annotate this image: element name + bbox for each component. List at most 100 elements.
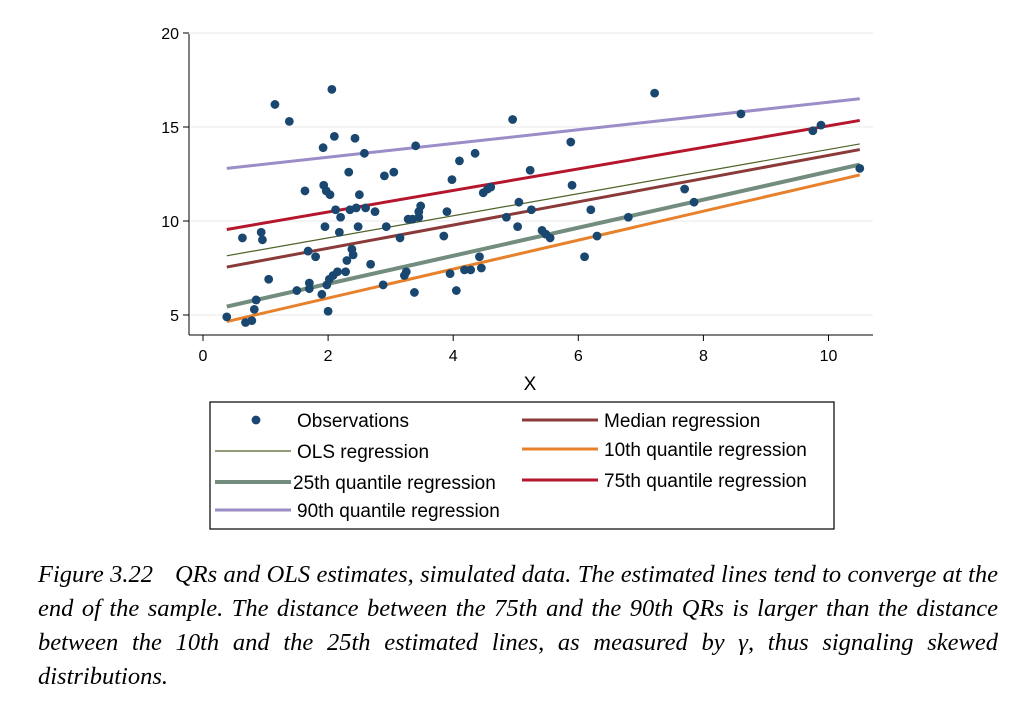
observation-point-96 bbox=[855, 163, 865, 173]
observation-point-3 bbox=[247, 316, 257, 326]
observation-point-84 bbox=[566, 137, 576, 147]
observation-point-61 bbox=[439, 231, 449, 241]
observation-point-29 bbox=[331, 205, 341, 215]
observation-point-4 bbox=[249, 304, 259, 314]
legend-box bbox=[209, 401, 835, 530]
observation-point-46 bbox=[370, 207, 380, 217]
observation-point-5 bbox=[251, 295, 261, 305]
observation-point-6 bbox=[256, 227, 266, 237]
observation-point-31 bbox=[334, 227, 344, 237]
observation-point-66 bbox=[455, 156, 464, 166]
x-tick-label-2: 2 bbox=[324, 348, 333, 365]
observation-point-34 bbox=[342, 256, 352, 265]
observation-point-13 bbox=[303, 246, 313, 256]
observation-point-8 bbox=[264, 274, 274, 284]
observation-point-0 bbox=[222, 312, 232, 322]
ols-regression-line bbox=[226, 143, 860, 257]
observation-point-23 bbox=[323, 306, 333, 316]
observation-point-63 bbox=[445, 269, 455, 279]
observation-point-39 bbox=[350, 133, 360, 143]
observation-point-85 bbox=[567, 180, 577, 190]
observation-point-51 bbox=[395, 233, 405, 243]
observation-point-7 bbox=[258, 235, 267, 245]
observation-point-93 bbox=[736, 109, 746, 119]
observation-point-44 bbox=[361, 203, 371, 213]
observation-point-87 bbox=[586, 205, 596, 215]
observation-point-9 bbox=[270, 100, 280, 109]
y-tick-label-15: 15 bbox=[161, 120, 179, 137]
observation-point-91 bbox=[680, 184, 690, 194]
legend: Observations Median regression OLS regress… bbox=[209, 401, 835, 530]
legend-label-observations: Observations bbox=[297, 411, 409, 432]
observation-point-42 bbox=[354, 190, 364, 200]
observation-point-90 bbox=[650, 88, 660, 98]
observation-point-43 bbox=[359, 148, 369, 158]
observation-point-10 bbox=[284, 116, 294, 126]
observation-point-76 bbox=[508, 115, 518, 124]
figure-caption: Figure 3.22 QRs and OLS estimates, simula… bbox=[38, 558, 998, 694]
median-regression-line bbox=[226, 148, 861, 269]
observation-point-45 bbox=[366, 259, 376, 269]
observation-point-48 bbox=[379, 171, 389, 181]
observation-point-26 bbox=[327, 85, 337, 94]
legend-label-25th-quantile-regression: 25th quantile regression bbox=[293, 473, 496, 494]
legend-label-90th-quantile-regression: 90th quantile regression bbox=[297, 501, 500, 522]
observation-point-50 bbox=[389, 167, 399, 177]
observation-point-47 bbox=[378, 280, 388, 290]
observation-point-41 bbox=[353, 222, 363, 232]
legend-label-75th-quantile-regression: 75th quantile regression bbox=[604, 471, 807, 492]
observation-point-1 bbox=[238, 233, 247, 243]
observation-point-60 bbox=[416, 201, 426, 211]
x-tick-label-10: 10 bbox=[820, 348, 838, 365]
legend-marker-observations bbox=[251, 415, 261, 425]
observation-point-25 bbox=[325, 190, 335, 200]
observation-point-86 bbox=[580, 252, 589, 262]
90th-quantile-regression-line bbox=[226, 97, 860, 170]
observation-point-67 bbox=[460, 265, 469, 275]
observation-point-89 bbox=[623, 212, 633, 222]
observation-point-56 bbox=[410, 288, 419, 297]
observation-point-62 bbox=[442, 207, 452, 217]
observation-points bbox=[222, 85, 865, 327]
observation-point-12 bbox=[300, 186, 310, 196]
observation-point-71 bbox=[476, 263, 486, 273]
observation-point-65 bbox=[451, 286, 461, 295]
observation-point-53 bbox=[401, 267, 411, 277]
observation-point-17 bbox=[317, 289, 327, 299]
observation-point-32 bbox=[336, 212, 346, 222]
x-axis-label: X bbox=[524, 374, 537, 395]
observation-point-92 bbox=[689, 197, 699, 207]
figure-number: Figure 3.22 bbox=[38, 561, 153, 588]
observation-point-28 bbox=[329, 132, 339, 141]
observation-point-33 bbox=[341, 267, 351, 277]
observation-point-18 bbox=[318, 143, 328, 153]
observation-point-77 bbox=[513, 222, 523, 232]
x-tick-label-0: 0 bbox=[199, 348, 208, 365]
axes: 5 10 15 20 0 2 4 6 8 10 bbox=[161, 26, 873, 365]
observation-point-49 bbox=[381, 222, 391, 232]
observation-point-78 bbox=[514, 197, 524, 207]
observation-point-30 bbox=[333, 267, 342, 277]
observation-point-95 bbox=[816, 120, 826, 130]
observation-point-20 bbox=[320, 222, 330, 232]
observation-point-16 bbox=[311, 252, 320, 262]
quantile-regression-chart: 5 10 15 20 0 2 4 6 8 10 X Observations Median regr… bbox=[161, 26, 873, 530]
gridlines bbox=[189, 32, 873, 316]
observation-point-38 bbox=[348, 250, 358, 260]
x-tick-label-6: 6 bbox=[574, 348, 583, 365]
observation-point-70 bbox=[475, 252, 484, 262]
observation-point-11 bbox=[292, 286, 302, 295]
legend-label-median-regression: Median regression bbox=[604, 411, 760, 432]
observation-point-57 bbox=[411, 141, 421, 151]
10th-quantile-regression-line bbox=[226, 173, 861, 324]
y-tick-label-20: 20 bbox=[161, 26, 179, 43]
observation-point-40 bbox=[351, 203, 361, 213]
x-tick-label-4: 4 bbox=[449, 348, 458, 365]
observation-point-68 bbox=[466, 265, 476, 275]
y-tick-label-10: 10 bbox=[161, 214, 179, 231]
x-tick-label-8: 8 bbox=[699, 348, 708, 365]
observation-point-35 bbox=[344, 167, 354, 177]
caption-text: QRs and OLS estimates, simulated data. T… bbox=[38, 561, 998, 690]
plot-region bbox=[189, 28, 873, 335]
observation-point-74 bbox=[486, 182, 496, 192]
